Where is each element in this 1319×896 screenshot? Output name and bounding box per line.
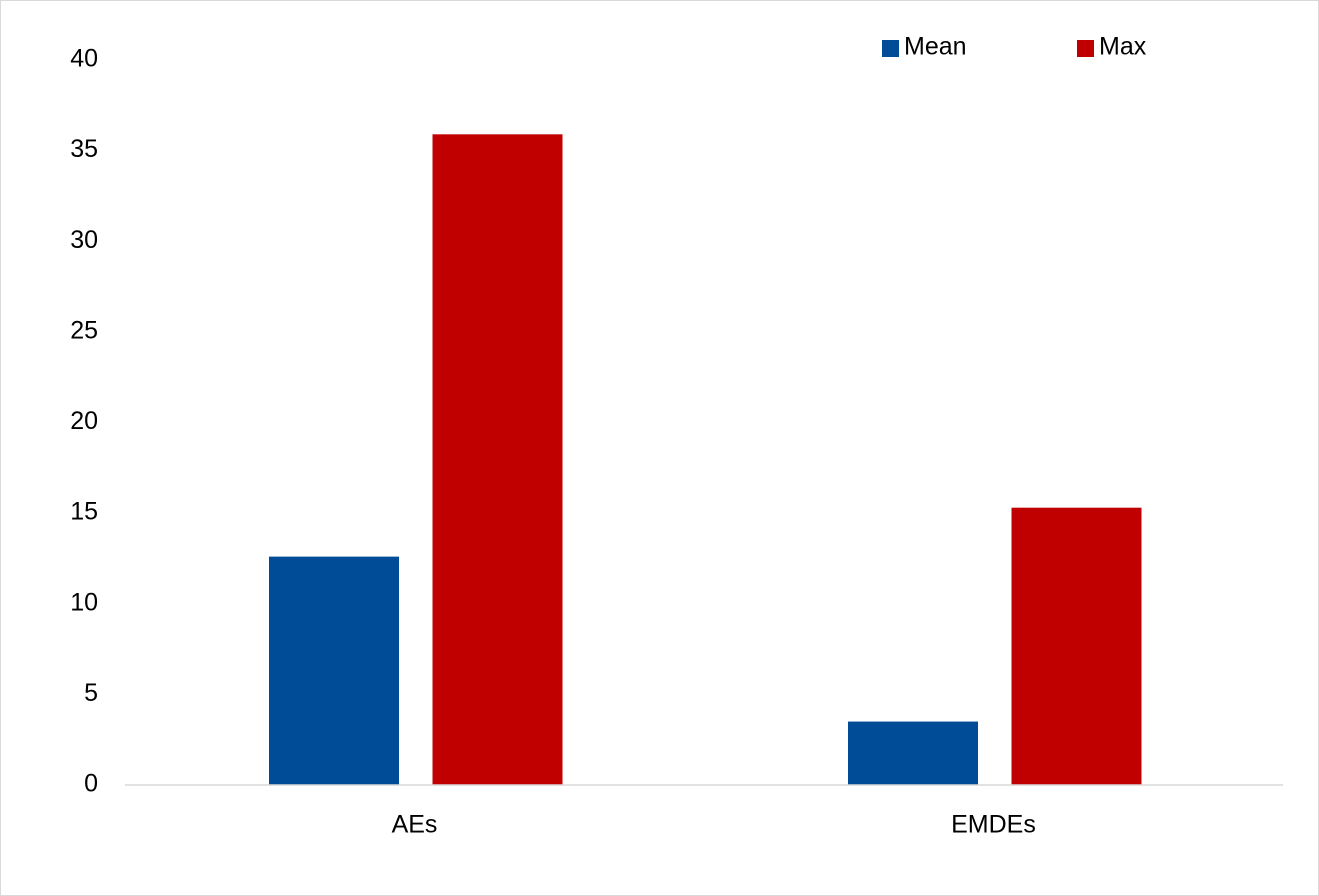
legend-swatch bbox=[882, 40, 899, 57]
y-tick-label: 5 bbox=[84, 679, 98, 707]
bar bbox=[848, 721, 978, 785]
bar bbox=[269, 556, 399, 785]
legend-label: Mean bbox=[904, 33, 967, 61]
legend-label: Max bbox=[1099, 33, 1147, 61]
x-tick-label: EMDEs bbox=[951, 811, 1036, 839]
y-tick-label: 30 bbox=[70, 226, 98, 254]
y-tick-label: 20 bbox=[70, 407, 98, 435]
legend-swatch bbox=[1077, 40, 1094, 57]
y-tick-label: 0 bbox=[84, 770, 98, 798]
y-tick-label: 25 bbox=[70, 316, 98, 344]
y-tick-label: 15 bbox=[70, 498, 98, 526]
y-tick-label: 40 bbox=[70, 45, 98, 73]
x-tick-label: AEs bbox=[392, 811, 438, 839]
y-tick-label: 10 bbox=[70, 588, 98, 616]
bar bbox=[432, 134, 563, 785]
bar bbox=[1011, 507, 1142, 785]
y-tick-label: 35 bbox=[70, 135, 98, 163]
